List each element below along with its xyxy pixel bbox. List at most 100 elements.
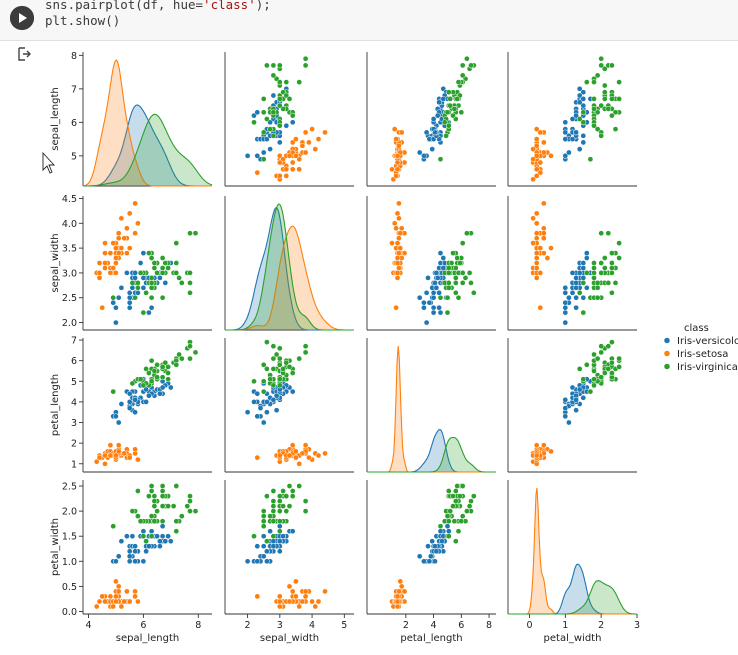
kde-fill-iris-versicolor (508, 564, 637, 614)
point-iris-virginica (609, 260, 615, 266)
run-cell-button[interactable] (10, 6, 34, 30)
point-iris-virginica (454, 483, 461, 489)
point-iris-virginica (612, 126, 619, 132)
point-iris-setosa (102, 250, 108, 256)
point-iris-virginica (598, 343, 605, 350)
point-iris-setosa (132, 200, 138, 207)
point-iris-virginica (173, 240, 180, 246)
point-iris-setosa (540, 235, 547, 242)
point-iris-setosa (396, 215, 402, 222)
point-iris-virginica (276, 102, 283, 109)
code-editor[interactable]: sns.pairplot(df, hue='class'); plt.show(… (45, 0, 271, 29)
point-iris-setosa (309, 598, 315, 605)
point-iris-setosa (533, 166, 540, 173)
point-iris-virginica (270, 366, 277, 372)
point-iris-virginica (594, 284, 601, 291)
x-tick-label: 4 (309, 620, 315, 631)
point-iris-virginica (173, 518, 180, 525)
y-axis-label-sepal_length: sepal_length (50, 87, 61, 151)
output-icon[interactable] (16, 46, 32, 62)
y-tick-label: 3 (71, 418, 77, 429)
point-iris-virginica (137, 518, 144, 525)
kde-line-iris-setosa (225, 225, 354, 331)
point-iris-virginica (445, 89, 452, 96)
point-iris-setosa (113, 598, 119, 605)
kde-fill-iris-versicolor (225, 207, 354, 330)
y-axis-label-petal_width: petal_width (50, 518, 61, 576)
y-tick-label: 2.5 (62, 482, 77, 493)
point-iris-setosa (126, 598, 133, 605)
point-iris-virginica (452, 488, 459, 494)
point-iris-versicolor (440, 255, 447, 261)
point-iris-setosa (99, 304, 106, 311)
point-iris-virginica (135, 513, 141, 519)
point-iris-versicolor (126, 289, 133, 296)
point-iris-virginica (251, 378, 257, 385)
subplot-sepal_length-vs-sepal_length: 5 6 7 8 sepal_length (50, 51, 213, 187)
x-axis-label-petal_length: petal_length (400, 633, 462, 644)
point-iris-virginica (450, 250, 456, 256)
point-iris-versicolor (437, 309, 444, 316)
point-iris-versicolor (143, 386, 149, 393)
point-iris-setosa (315, 136, 322, 142)
point-iris-versicolor (562, 319, 569, 326)
point-iris-versicolor (140, 250, 147, 256)
point-iris-virginica (260, 129, 267, 136)
point-iris-setosa (401, 588, 408, 595)
point-iris-versicolor (254, 109, 261, 116)
point-iris-versicolor (270, 396, 277, 403)
point-iris-virginica (459, 483, 466, 489)
point-iris-virginica (159, 364, 166, 370)
subplot-sepal_width-vs-sepal_width (224, 196, 354, 331)
point-iris-virginica (594, 294, 601, 301)
point-iris-versicolor (140, 275, 147, 281)
point-iris-versicolor (562, 396, 569, 403)
point-iris-setosa (398, 225, 405, 232)
point-iris-virginica (445, 284, 452, 291)
point-iris-virginica (296, 79, 303, 85)
point-iris-setosa (102, 460, 108, 467)
point-iris-setosa (394, 152, 401, 159)
point-iris-setosa (533, 142, 540, 149)
point-iris-setosa (302, 442, 309, 449)
point-iris-virginica (583, 270, 590, 276)
point-iris-virginica (616, 364, 622, 370)
point-iris-virginica (454, 255, 461, 261)
point-iris-setosa (276, 173, 283, 179)
point-iris-setosa (394, 270, 401, 276)
point-iris-versicolor (580, 260, 587, 266)
point-iris-virginica (146, 370, 152, 376)
point-iris-virginica (601, 370, 608, 376)
point-iris-virginica (594, 109, 601, 116)
point-iris-virginica (159, 503, 166, 509)
point-iris-versicolor (157, 538, 163, 545)
legend-title: class (684, 323, 709, 334)
point-iris-setosa (396, 250, 402, 256)
point-iris-setosa (396, 200, 402, 207)
point-iris-setosa (113, 593, 119, 600)
point-iris-versicolor (423, 129, 430, 136)
point-iris-virginica (135, 488, 141, 494)
point-iris-versicolor (264, 409, 270, 416)
point-iris-versicolor (569, 116, 576, 122)
point-iris-setosa (533, 126, 540, 132)
point-iris-versicolor (146, 392, 152, 399)
point-iris-versicolor (148, 304, 155, 311)
point-iris-versicolor (566, 294, 572, 301)
point-iris-virginica (264, 116, 270, 122)
point-iris-virginica (148, 284, 155, 291)
point-iris-virginica (587, 388, 594, 395)
point-iris-virginica (260, 156, 267, 163)
point-iris-virginica (251, 119, 257, 126)
point-iris-setosa (540, 200, 547, 207)
subplot-petal_width-vs-petal_width: 0 1 2 3 petal_width (507, 480, 640, 644)
point-iris-versicolor (110, 299, 117, 306)
point-iris-virginica (616, 255, 622, 261)
point-iris-versicolor (113, 558, 119, 565)
point-iris-virginica (129, 508, 136, 514)
point-iris-versicolor (260, 543, 267, 550)
point-iris-virginica (591, 351, 597, 358)
point-iris-virginica (187, 498, 193, 504)
point-iris-virginica (441, 119, 448, 126)
point-iris-virginica (154, 508, 160, 514)
